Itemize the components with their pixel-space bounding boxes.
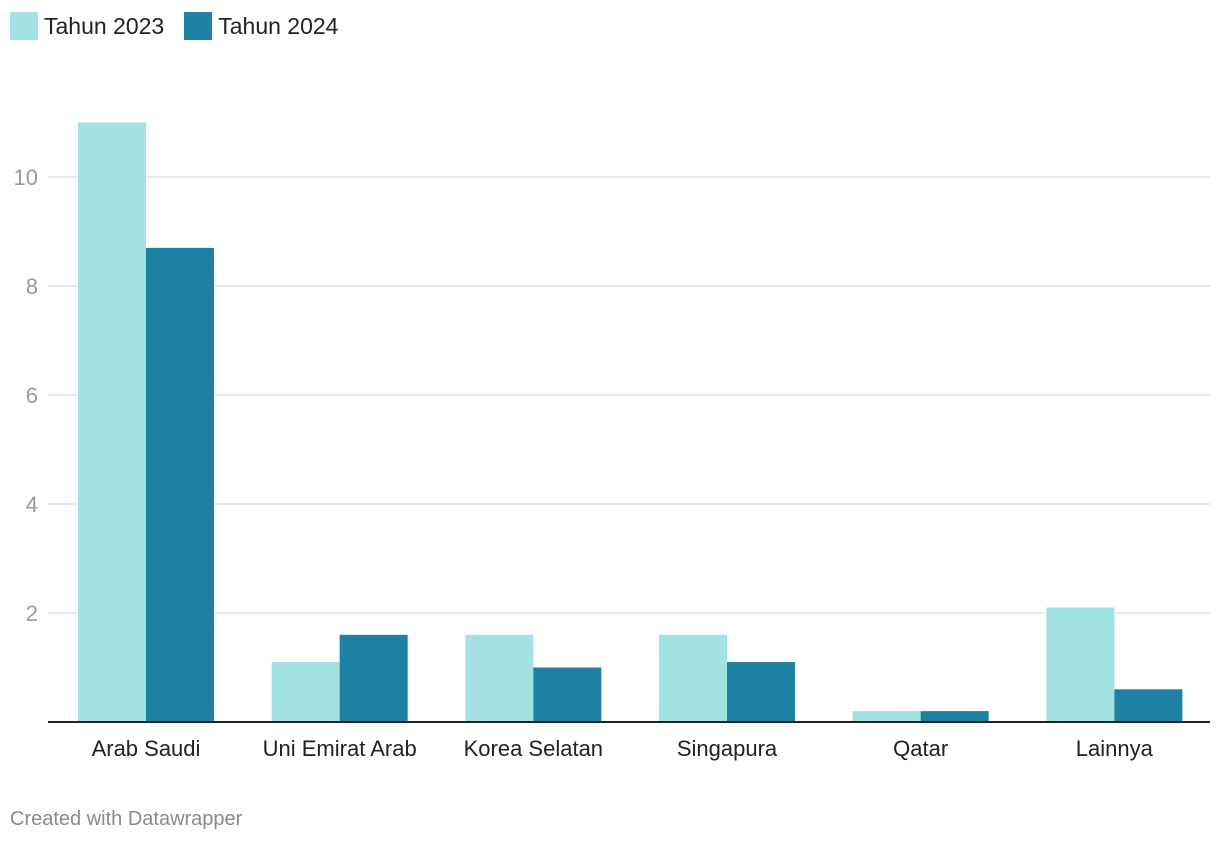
- y-tick-label: 8: [26, 274, 38, 299]
- bar: [1114, 689, 1183, 722]
- bar: [659, 634, 728, 722]
- legend-label-2024: Tahun 2024: [218, 12, 339, 39]
- bar: [339, 634, 408, 722]
- x-tick-label: Qatar: [893, 736, 948, 761]
- y-tick-label: 4: [26, 492, 38, 517]
- x-tick-label: Singapura: [677, 736, 778, 761]
- y-tick-label: 6: [26, 383, 38, 408]
- bar: [271, 662, 340, 722]
- bar: [465, 634, 534, 722]
- legend-item-2023: Tahun 2023: [10, 12, 164, 40]
- x-tick-label: Lainnya: [1076, 736, 1154, 761]
- y-tick-label: 10: [14, 165, 38, 190]
- bar: [1046, 607, 1115, 722]
- bar: [533, 667, 602, 722]
- footer-credit: Created with Datawrapper: [10, 808, 243, 830]
- chart-legend: Tahun 2023 Tahun 2024: [10, 12, 358, 40]
- bar-chart: 2 4 6 8 10 Arab Saudi Uni Emirat Arab Korea Sel…: [14, 122, 1210, 761]
- legend-item-2024: Tahun 2024: [184, 12, 338, 40]
- bar: [852, 711, 921, 722]
- bar: [920, 711, 989, 722]
- bar: [78, 122, 146, 722]
- y-tick-label: 2: [26, 601, 38, 626]
- bar: [146, 247, 214, 722]
- legend-swatch-2024: [184, 12, 213, 40]
- x-tick-label: Arab Saudi: [92, 736, 201, 761]
- bar: [727, 662, 796, 722]
- x-tick-label: Korea Selatan: [464, 736, 603, 761]
- legend-label-2023: Tahun 2023: [44, 12, 165, 39]
- legend-swatch-2023: [10, 12, 38, 40]
- x-tick-label: Uni Emirat Arab: [263, 736, 417, 761]
